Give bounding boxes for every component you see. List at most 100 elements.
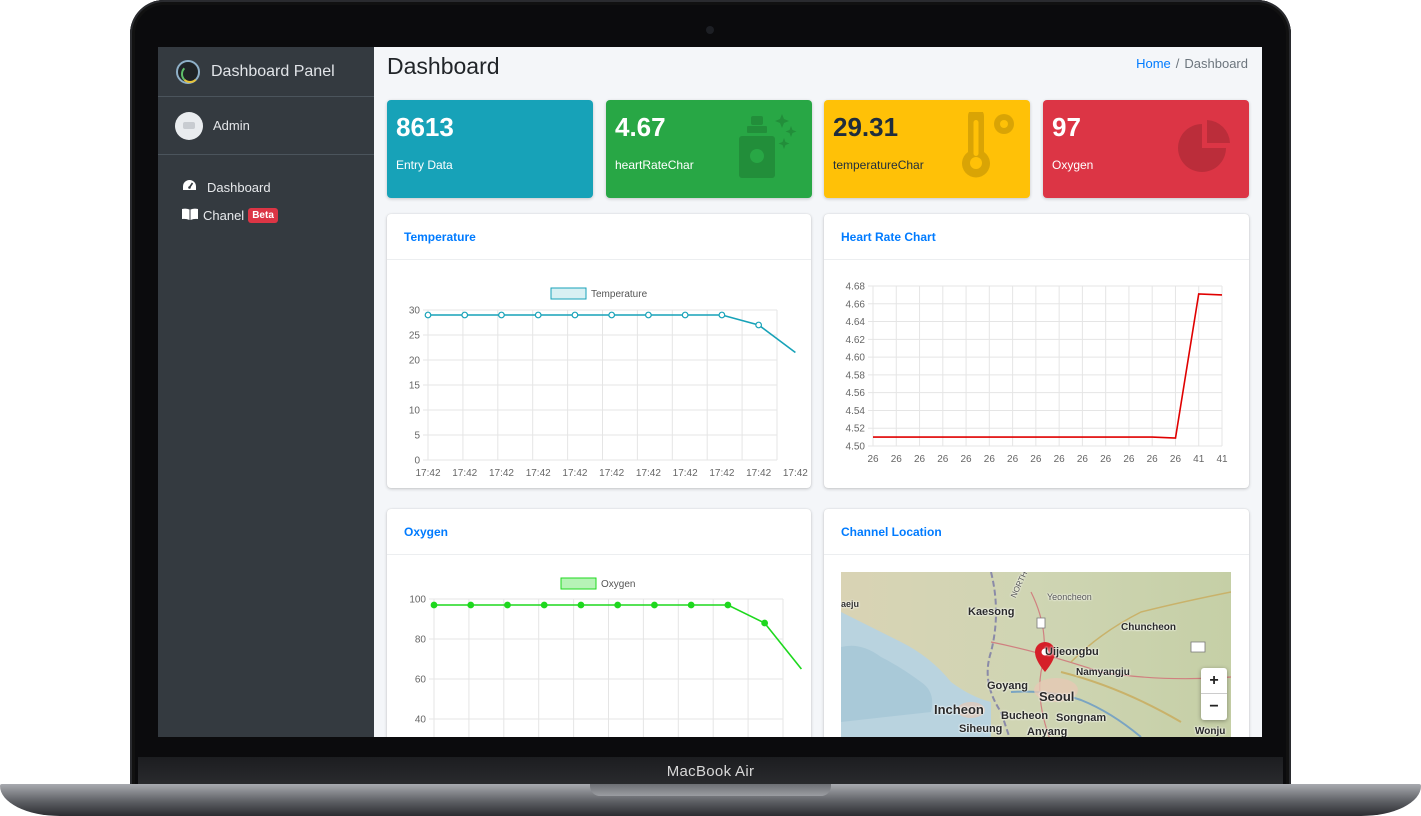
stat-label: Oxygen — [1052, 158, 1094, 172]
data-point — [687, 601, 695, 609]
x-tick-label: 17:42 — [526, 468, 551, 479]
sidebar-item-dashboard[interactable]: Dashboard — [158, 169, 374, 205]
x-tick-label: 26 — [1123, 454, 1135, 465]
breadcrumb-separator: / — [1175, 56, 1180, 71]
map-zoom-control: + − — [1201, 668, 1227, 720]
map-label: Namyangju — [1076, 667, 1130, 678]
card-title: Channel Location — [824, 509, 1249, 555]
stat-box-entry-data[interactable]: 8613 Entry Data — [387, 100, 593, 198]
data-point — [761, 619, 769, 627]
y-tick-label: 4.54 — [846, 406, 866, 417]
x-tick-label: 17:42 — [783, 468, 808, 479]
x-tick-label: 41 — [1216, 454, 1228, 465]
stat-label: heartRateChar — [615, 158, 694, 172]
oxygen-card: Oxygen 20406080100Oxygen — [387, 509, 811, 737]
temperature-card: Temperature 0 5 10 15 20 25 30 17:42 17:42 17:42 1… — [387, 214, 811, 488]
x-tick-label: 26 — [891, 454, 903, 465]
breadcrumb-current: Dashboard — [1184, 56, 1248, 71]
map-label: Wonju — [1195, 726, 1226, 737]
y-tick-label: 0 — [414, 456, 420, 467]
stat-value: 29.31 — [833, 112, 899, 142]
x-tick-label: 26 — [1007, 454, 1019, 465]
data-point — [498, 311, 505, 319]
legend-swatch — [550, 287, 587, 300]
data-point — [651, 601, 658, 609]
spray-bottle-icon — [739, 114, 797, 178]
x-tick-label: 26 — [1030, 454, 1042, 465]
beta-badge: Beta — [248, 207, 278, 223]
channel-location-card: Channel Location — [824, 509, 1249, 737]
card-title: Heart Rate Chart — [824, 214, 1249, 260]
data-point — [424, 311, 432, 319]
y-tick-label: 30 — [409, 306, 421, 317]
main-content: Dashboard Home / Dashboard 8613 Entry Data… — [374, 47, 1262, 737]
y-tick-label: 10 — [409, 406, 421, 417]
card-title: Oxygen — [387, 509, 811, 555]
data-point — [504, 601, 511, 609]
user-panel[interactable]: Admin — [158, 97, 374, 155]
x-tick-label: 17:42 — [489, 468, 514, 479]
card-title: Temperature — [387, 214, 811, 260]
breadcrumb: Home / Dashboard — [1136, 56, 1248, 71]
location-map[interactable]: Kaesong Uijeongbu Chuncheon Namyangju Go… — [841, 572, 1231, 737]
y-tick-label: 4.50 — [846, 442, 866, 453]
stat-box-oxygen[interactable]: 97 Oxygen — [1043, 100, 1249, 198]
x-tick-label: 17:42 — [562, 468, 587, 479]
map-label: aeju — [841, 599, 860, 609]
breadcrumb-home-link[interactable]: Home — [1136, 56, 1171, 71]
screen: Dashboard Panel Admin Dashboard Chanel B… — [158, 47, 1262, 737]
heart-rate-card: Heart Rate Chart 4.50 4.52 4.54 4.56 4.58 4.6… — [824, 214, 1249, 488]
data-point — [724, 601, 732, 609]
sidebar-item-label: Chanel — [203, 207, 245, 223]
map-label: Goyang — [987, 680, 1028, 692]
map-label: Uijeongbu — [1045, 646, 1099, 658]
sidebar: Dashboard Panel Admin Dashboard Chanel B… — [158, 47, 374, 737]
x-tick-label: 17:42 — [415, 468, 440, 479]
stat-box-heart-rate[interactable]: 4.67 heartRateChar — [606, 100, 812, 198]
x-tick-label: 17:42 — [636, 468, 661, 479]
x-tick-label: 26 — [1147, 454, 1159, 465]
x-tick-label: 17:42 — [599, 468, 624, 479]
data-point — [755, 321, 763, 329]
y-tick-label: 80 — [415, 635, 427, 646]
heart-rate-chart: 4.50 4.52 4.54 4.56 4.58 4.60 4.62 4.64 4.66 4.68… — [846, 282, 1228, 466]
data-point — [571, 311, 579, 319]
data-point — [645, 311, 652, 319]
y-tick-label: 4.62 — [846, 335, 866, 346]
brand-link[interactable]: Dashboard Panel — [158, 47, 374, 97]
user-name: Admin — [213, 118, 250, 133]
data-point — [467, 601, 475, 609]
book-icon — [182, 208, 200, 223]
y-tick-label: 4.68 — [846, 282, 866, 293]
zoom-out-button[interactable]: − — [1209, 698, 1219, 715]
oxygen-chart: 20406080100Oxygen — [409, 577, 803, 737]
pie-chart-icon — [1178, 120, 1230, 172]
camera-dot — [706, 26, 714, 34]
brand-text: Dashboard Panel — [211, 62, 335, 80]
sidebar-item-label: Dashboard — [207, 179, 271, 195]
legend-label: Oxygen — [601, 579, 635, 590]
legend-label: Temperature — [591, 289, 648, 300]
map-label: Songnam — [1056, 712, 1107, 724]
data-point — [614, 601, 622, 609]
y-tick-label: 25 — [409, 331, 421, 342]
temperature-chart: 0 5 10 15 20 25 30 17:42 17:42 17:42 17:42 17:42 17:… — [409, 287, 808, 479]
sidebar-item-chanel[interactable]: Chanel Beta — [158, 203, 374, 227]
y-tick-label: 4.58 — [846, 370, 866, 381]
zoom-in-button[interactable]: + — [1201, 668, 1227, 694]
thermometer-icon — [962, 112, 1014, 178]
data-point — [718, 311, 726, 319]
y-tick-label: 5 — [414, 431, 420, 442]
y-tick-label: 100 — [409, 595, 426, 606]
data-point — [577, 601, 585, 609]
laptop-notch — [590, 784, 831, 796]
map-label: Kaesong — [968, 606, 1015, 618]
data-point — [681, 311, 689, 319]
x-tick-label: 26 — [867, 454, 879, 465]
y-tick-label: 4.60 — [846, 353, 866, 364]
x-tick-label: 26 — [914, 454, 926, 465]
avatar — [175, 111, 203, 140]
x-tick-label: 17:42 — [452, 468, 477, 479]
brand-logo-icon — [176, 59, 200, 84]
stat-box-temperature[interactable]: 29.31 temperatureChar — [824, 100, 1030, 198]
